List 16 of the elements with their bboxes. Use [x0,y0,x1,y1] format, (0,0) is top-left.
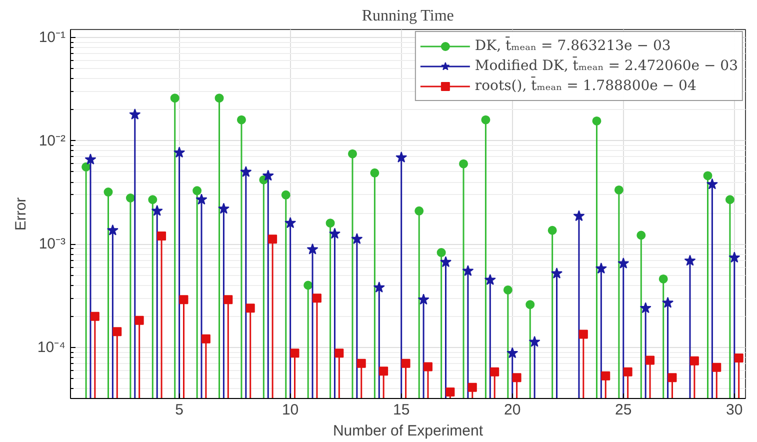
x-tick-label: 10 [282,402,299,418]
y-axis-title: Error [12,197,30,231]
x-tick-label: 25 [615,402,632,418]
legend-label: Modified DK, t̄ₘₑₐₙ = 2.472060e − 03 [474,58,738,74]
x-tick-label: 30 [726,402,743,418]
legend-label: DK, t̄ₘₑₐₙ = 7.863213e − 03 [474,38,671,54]
legend-label: roots(), t̄ₘₑₐₙ = 1.788800e − 04 [474,78,696,94]
y-tick-label: 10⁻² [38,132,66,150]
y-tick-label: 10⁻¹ [38,29,66,46]
x-tick-label: 15 [392,402,410,418]
x-tick-label: 20 [504,402,521,418]
x-tick-label: 5 [175,402,184,418]
x-axis-title: Number of Experiment [332,422,484,440]
chart-title: Running Time [362,8,454,24]
y-tick-label: 10⁻⁴ [37,338,66,356]
y-tick-label: 10⁻³ [38,236,66,253]
